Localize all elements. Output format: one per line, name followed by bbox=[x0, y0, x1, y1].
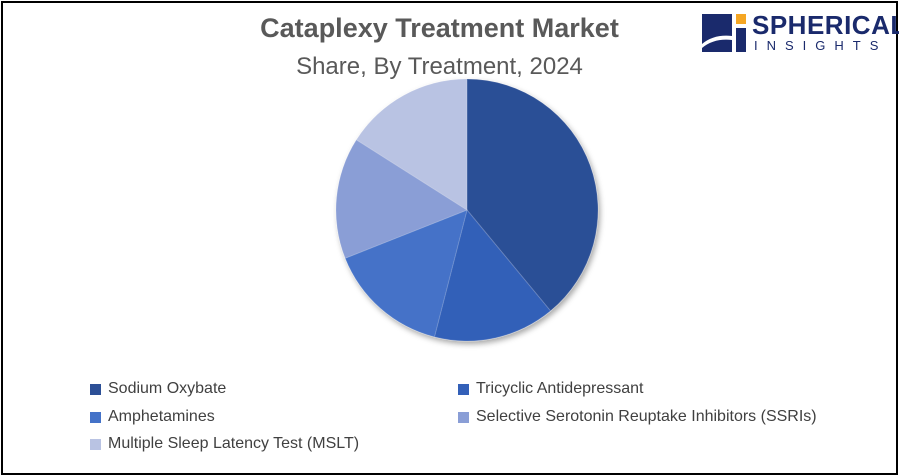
legend-label: Multiple Sleep Latency Test (MSLT) bbox=[108, 435, 360, 452]
chart-title: Cataplexy Treatment Market bbox=[260, 13, 619, 43]
logo-text-line1: SPHERICAL bbox=[752, 10, 899, 40]
legend-swatch bbox=[90, 411, 101, 423]
legend-label: Amphetamines bbox=[108, 408, 215, 425]
legend-swatch bbox=[90, 383, 101, 395]
legend-item-mslt: Multiple Sleep Latency Test (MSLT) bbox=[90, 435, 359, 453]
legend-item-ssris: Selective Serotonin Reuptake Inhibitors … bbox=[458, 408, 817, 426]
legend-label: Sodium Oxybate bbox=[108, 380, 227, 397]
pie-slice-multiple-sleep-latency-test-mslt bbox=[355, 78, 468, 211]
logo-text-line2: INSIGHTS bbox=[754, 38, 888, 53]
spherical-insights-logo: SPHERICAL INSIGHTS bbox=[702, 10, 899, 54]
pie-slice-selective-serotonin-reuptake-inhibitors-ssris bbox=[335, 139, 469, 259]
pie-slice-tricyclic-antidepressant bbox=[433, 208, 552, 342]
legend-label: Selective Serotonin Reuptake Inhibitors … bbox=[476, 408, 817, 425]
legend-swatch bbox=[90, 438, 101, 450]
logo-mark-icon bbox=[702, 14, 746, 52]
pie-slice-amphetamines bbox=[344, 209, 468, 338]
legend-swatch bbox=[458, 411, 469, 423]
legend-label: Tricyclic Antidepressant bbox=[476, 380, 644, 397]
legend-swatch bbox=[458, 383, 469, 395]
pie-slice-sodium-oxybate bbox=[466, 78, 599, 312]
legend-item-tricyclic: Tricyclic Antidepressant bbox=[458, 380, 643, 398]
legend-item-sodium-oxybate: Sodium Oxybate bbox=[90, 380, 226, 398]
chart-subtitle: Share, By Treatment, 2024 bbox=[296, 53, 583, 80]
legend-item-amphetamines: Amphetamines bbox=[90, 408, 215, 426]
